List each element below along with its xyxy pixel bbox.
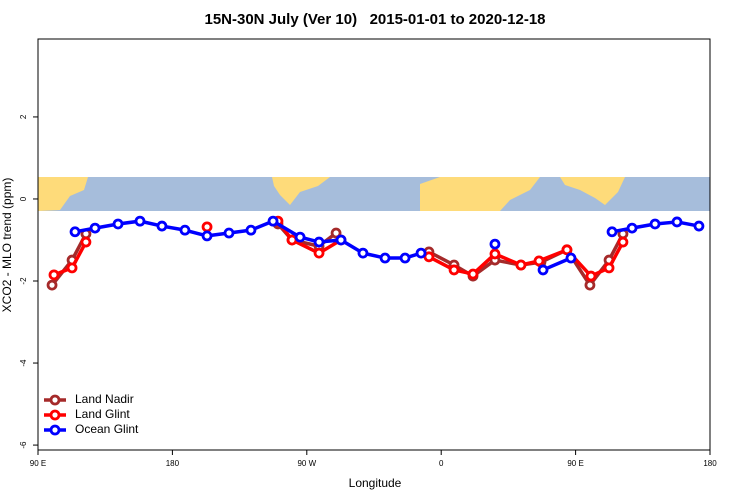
- point: [156, 220, 168, 232]
- land: [560, 177, 625, 205]
- point: [48, 269, 60, 281]
- x-tick-label: 0: [439, 459, 444, 468]
- point: [313, 236, 325, 248]
- point: [537, 264, 549, 276]
- point: [134, 215, 146, 227]
- point: [294, 231, 306, 243]
- point: [515, 259, 527, 271]
- x-tick-label: 180: [166, 459, 180, 468]
- y-tick-label: -4: [19, 359, 28, 367]
- point: [693, 220, 705, 232]
- point: [201, 230, 213, 242]
- point: [179, 224, 191, 236]
- point: [69, 226, 81, 238]
- point: [201, 221, 213, 233]
- chart-title: 15N-30N July (Ver 10) 2015-01-01 to 2020…: [204, 11, 545, 28]
- point: [584, 279, 596, 291]
- point: [80, 236, 92, 248]
- point: [267, 215, 279, 227]
- x-axis-label: Longitude: [349, 476, 402, 490]
- point: [415, 247, 427, 259]
- point: [489, 238, 501, 250]
- land: [420, 177, 540, 211]
- x-tick-label: 90 W: [297, 459, 316, 468]
- point: [89, 222, 101, 234]
- point: [489, 248, 501, 260]
- map-strip: [38, 177, 710, 211]
- point: [46, 279, 58, 291]
- point: [112, 218, 124, 230]
- legend-marker: [49, 409, 61, 421]
- point: [313, 247, 325, 259]
- point: [649, 218, 661, 230]
- point: [467, 268, 479, 280]
- point: [399, 252, 411, 264]
- point: [223, 227, 235, 239]
- point: [379, 252, 391, 264]
- point: [448, 264, 460, 276]
- x-tick-label: 90 E: [30, 459, 46, 468]
- point: [565, 252, 577, 264]
- point: [245, 224, 257, 236]
- x-tick-label: 90 E: [567, 459, 583, 468]
- point: [561, 244, 573, 256]
- land: [272, 177, 330, 205]
- point: [671, 216, 683, 228]
- point: [617, 236, 629, 248]
- point: [335, 234, 347, 246]
- legend-marker: [49, 424, 61, 436]
- point: [330, 227, 342, 239]
- legend-marker: [49, 394, 61, 406]
- y-tick-label: 2: [19, 114, 28, 119]
- point: [357, 247, 369, 259]
- y-tick-label: -6: [19, 441, 28, 449]
- point: [585, 270, 597, 282]
- legend-label: Land Nadir: [75, 392, 134, 406]
- land: [38, 177, 88, 211]
- point: [603, 262, 615, 274]
- y-tick-label: -2: [19, 277, 28, 285]
- plot-frame: [37, 38, 711, 451]
- y-tick-label: 0: [19, 196, 28, 201]
- x-tick-label: 180: [703, 459, 717, 468]
- point: [533, 255, 545, 267]
- point: [606, 226, 618, 238]
- legend-label: Land Glint: [75, 407, 130, 421]
- y-axis-label: XCO2 - MLO trend (ppm): [0, 178, 14, 313]
- point: [626, 222, 638, 234]
- legend-label: Ocean Glint: [75, 422, 139, 436]
- point: [66, 262, 78, 274]
